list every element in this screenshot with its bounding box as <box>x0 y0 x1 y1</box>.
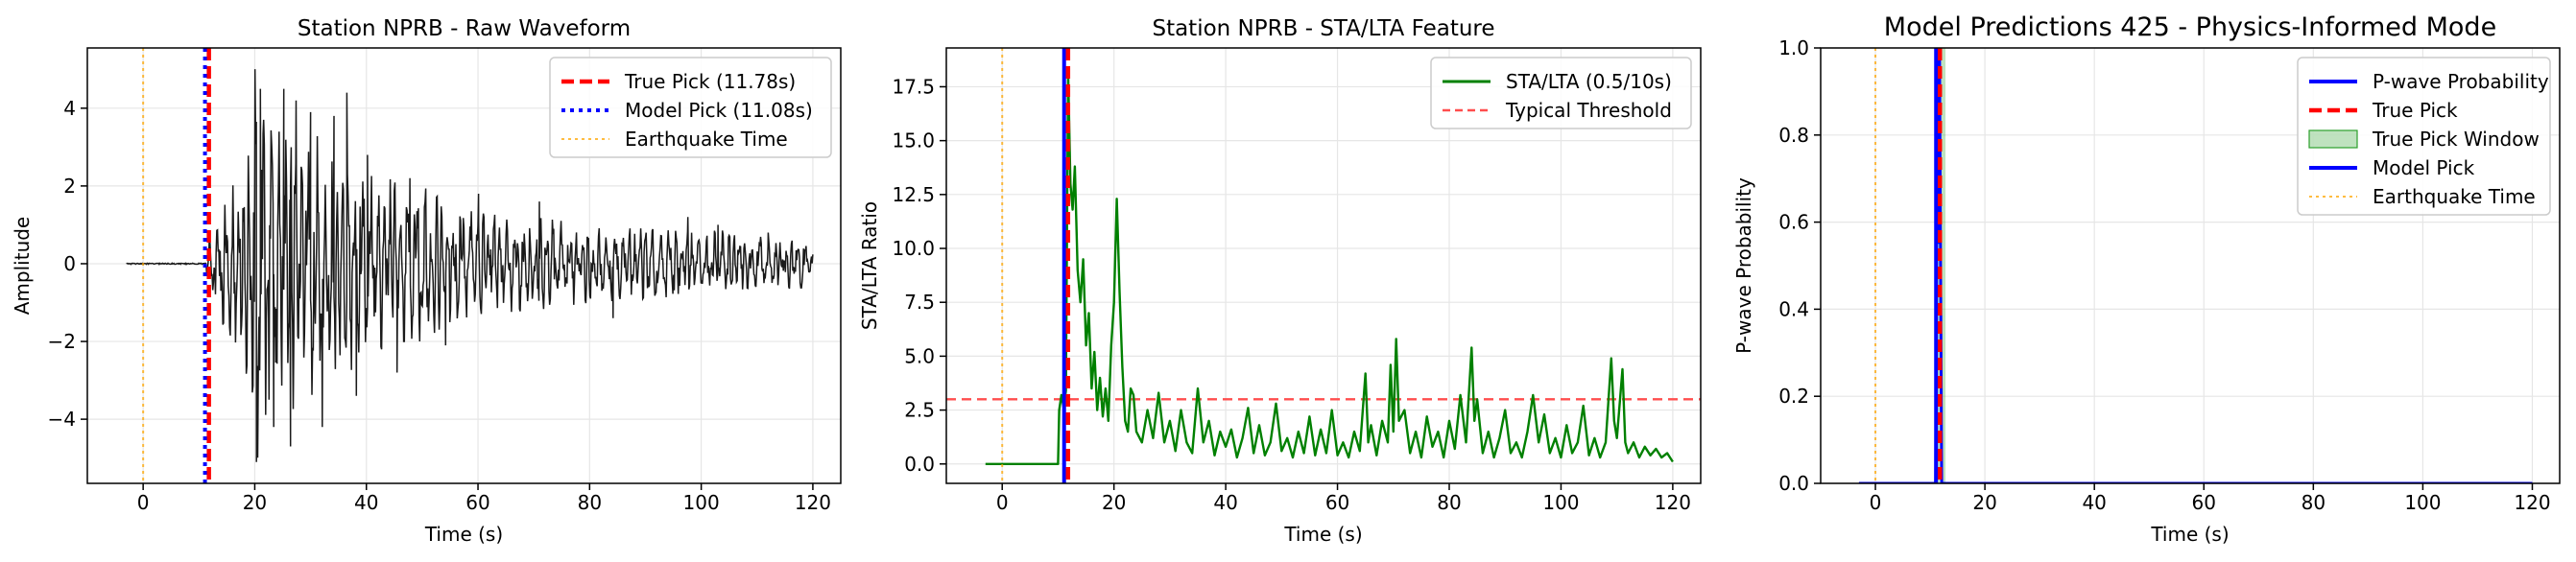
y-tick-label: −2 <box>48 330 76 353</box>
legend-label: True Pick (11.78s) <box>624 70 796 93</box>
panel-1: 0 20 40 60 80 100 120 −4 −2 0 2 4 Station NPRB - Raw… <box>11 16 842 546</box>
x-tick-label: 80 <box>2302 491 2326 514</box>
legend: P-wave Probability True Pick True Pick Win… <box>2297 57 2551 216</box>
x-axis-label: Time (s) <box>424 523 503 546</box>
y-axis-label: P-wave Probability <box>1732 177 1755 354</box>
sta-lta-line <box>985 70 1674 465</box>
axes-frame <box>86 47 842 484</box>
chart-title: Model Predictions 425 - Physics-Informed… <box>1884 12 2496 42</box>
y-tick-label: 0.0 <box>904 453 935 476</box>
y-tick-label: 0.8 <box>1778 124 1809 147</box>
legend-label: Earthquake Time <box>2373 185 2536 208</box>
y-tick-label: 1.0 <box>1778 36 1809 59</box>
x-tick-label: 100 <box>683 491 720 514</box>
y-tick-label: 10.0 <box>892 237 935 260</box>
y-tick-label: 0.2 <box>1778 385 1809 408</box>
y-tick-label: −4 <box>48 408 76 431</box>
legend-label: Model Pick (11.08s) <box>625 99 813 122</box>
y-tick-label: 0.4 <box>1778 297 1809 320</box>
chart-title: Station NPRB - Raw Waveform <box>298 16 631 41</box>
x-tick-label: 60 <box>465 491 489 514</box>
axes-frame <box>1820 47 2561 484</box>
x-tick-label: 40 <box>1213 491 1237 514</box>
legend-label: STA/LTA (0.5/10s) <box>1506 70 1672 93</box>
legend-label: Model Pick <box>2373 156 2475 179</box>
x-tick-label: 40 <box>354 491 378 514</box>
waveform-line <box>126 69 814 462</box>
x-tick-label: 120 <box>2514 491 2550 514</box>
y-tick-label: 0.6 <box>1778 211 1809 234</box>
y-axis-label: STA/LTA Ratio <box>858 201 881 330</box>
y-tick-label: 0 <box>63 252 76 275</box>
y-tick-label: 15.0 <box>892 129 935 152</box>
legend-label: True Pick Window <box>2372 128 2540 151</box>
plot-area <box>126 48 814 483</box>
legend-label: P-wave Probability <box>2373 70 2549 93</box>
y-axis-label: Amplitude <box>11 217 34 316</box>
x-tick-label: 20 <box>1972 491 1996 514</box>
y-tick-label: 2 <box>63 175 76 198</box>
panel-2: 0 20 40 60 80 100 120 0.0 2.5 5.0 7.5 10.0 12.5 15.0 1… <box>858 16 1702 546</box>
y-tick-label: 12.5 <box>892 183 935 206</box>
x-axis-label: Time (s) <box>1283 523 1362 546</box>
legend-box <box>1430 57 1692 129</box>
legend-label: True Pick <box>2372 99 2458 122</box>
x-tick-label: 80 <box>1437 491 1461 514</box>
y-tick-label: 17.5 <box>892 75 935 98</box>
x-tick-label: 0 <box>1870 491 1882 514</box>
x-tick-label: 40 <box>2082 491 2106 514</box>
panel-3: 0 20 40 60 80 100 120 0.0 0.2 0.4 0.6 0.8 1.0 Model P… <box>1732 12 2561 546</box>
x-tick-label: 60 <box>2192 491 2216 514</box>
plot-area <box>946 48 1701 483</box>
legend-box <box>2297 57 2551 216</box>
x-tick-label: 0 <box>996 491 1009 514</box>
plot-area <box>1858 48 2533 483</box>
x-axis-label: Time (s) <box>2150 523 2229 546</box>
y-tick-label: 4 <box>63 97 76 120</box>
x-tick-label: 100 <box>2404 491 2441 514</box>
x-tick-label: 80 <box>578 491 602 514</box>
x-tick-label: 120 <box>1655 491 1691 514</box>
x-tick-label: 20 <box>243 491 267 514</box>
legend-swatch <box>2308 129 2358 149</box>
axes-frame <box>945 47 1702 484</box>
legend: True Pick (11.78s) Model Pick (11.08s) Ear… <box>549 57 832 158</box>
x-tick-label: 60 <box>1325 491 1349 514</box>
legend-label: Typical Threshold <box>1505 99 1672 122</box>
y-tick-label: 2.5 <box>904 399 935 422</box>
legend-label: Earthquake Time <box>625 128 788 151</box>
legend: STA/LTA (0.5/10s) Typical Threshold <box>1430 57 1692 129</box>
y-tick-label: 0.0 <box>1778 472 1809 495</box>
x-tick-label: 120 <box>795 491 831 514</box>
chart-title: Station NPRB - STA/LTA Feature <box>1152 16 1494 41</box>
legend-box <box>549 57 832 158</box>
x-tick-label: 0 <box>137 491 150 514</box>
y-tick-label: 5.0 <box>904 344 935 367</box>
x-tick-label: 20 <box>1102 491 1126 514</box>
x-tick-label: 100 <box>1542 491 1579 514</box>
y-tick-label: 7.5 <box>904 291 935 314</box>
